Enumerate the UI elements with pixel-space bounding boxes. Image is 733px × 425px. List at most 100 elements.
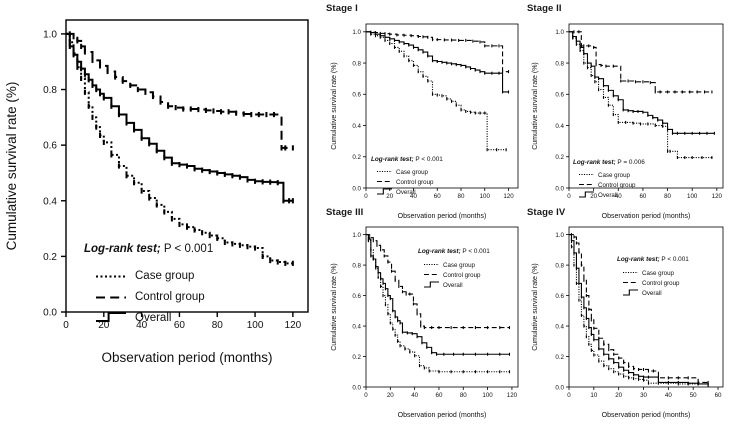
legend-item-overall: Overall — [443, 282, 463, 289]
main-ytick-label: 0.8 — [43, 85, 57, 96]
main-xtick-label: 80 — [212, 320, 224, 331]
panel-stage1: Stage I 0 20 40 60 80 100 120 0.0 0.2 0.4 0.6 0.8 1.… — [326, 0, 526, 226]
stage4-ytick-label: 0.8 — [555, 262, 564, 269]
stage2-curve-solid — [569, 31, 715, 134]
main-xtick-label: 120 — [285, 320, 302, 331]
stage2-xtick-label: 100 — [687, 193, 698, 200]
stage1-ytick-label: 0.0 — [352, 185, 361, 192]
panel-stage3: Stage III 0 20 40 60 80 100 120 0.0 0.2 0.4 0.6 0.8… — [326, 206, 526, 425]
panel-title-stage4: Stage IV — [527, 207, 566, 218]
main-logrank-annotation: Log-rank test; P < 0.001 — [84, 243, 213, 255]
stage1-xtick-label: 80 — [458, 193, 465, 200]
main-plot-frame — [65, 19, 309, 313]
legend-item-control-group: Control group — [443, 272, 481, 279]
stage1-ytick-label: 1.0 — [352, 29, 361, 36]
legend-key-overall-icon — [623, 289, 638, 296]
legend-item-overall: Overall — [396, 189, 416, 196]
legend-key-overall-icon — [96, 312, 126, 322]
stage4-logrank-annotation: Log-rank test; P < 0.001 — [617, 256, 689, 263]
stage4-ytick-label: 1.0 — [555, 232, 564, 239]
main-xtick-label: 40 — [136, 320, 148, 331]
stage4-ytick-label: 0.0 — [555, 384, 564, 391]
stage2-ytick-label: 0.6 — [555, 92, 564, 99]
panel-title-stage2: Stage II — [527, 3, 562, 14]
stage1-xtick-label: 120 — [503, 193, 514, 200]
stage3-ytick-label: 0.0 — [352, 384, 361, 391]
stage4-ytick-label: 0.2 — [555, 354, 564, 361]
stage1-xtick-label: 100 — [480, 193, 491, 200]
stage3-logrank-annotation: Log-rank test; P < 0.001 — [418, 248, 490, 255]
stage1-logrank-annotation: Log-rank test; P < 0.001 — [371, 156, 443, 163]
stage4-curve-solid — [569, 234, 709, 386]
stage2-xtick-label: 120 — [712, 193, 723, 200]
stage2-plot-svg: 0 20 40 60 80 100 120 0.0 0.2 0.4 0.6 0.8 1.0 Observa… — [532, 23, 724, 220]
stage4-ytick-label: 0.4 — [555, 323, 564, 330]
main-plot-area: 0 20 40 60 80 100 120 0.0 0.2 0.4 0.6 0.8 1.0 Observa… — [4, 19, 309, 365]
stage1-ytick-label: 0.6 — [352, 92, 361, 99]
stage1-xtick-label: 0 — [364, 193, 368, 200]
stage3-xtick-label: 40 — [411, 392, 418, 399]
legend-item-case-group: Case group — [598, 172, 631, 179]
legend-item-control-group: Control group — [396, 179, 434, 186]
stage2-ytick-label: 0.2 — [555, 154, 564, 161]
legend-item-control-group: Control group — [598, 182, 636, 189]
legend-item-overall: Overall — [642, 290, 662, 297]
stage4-curve-dotted — [569, 234, 709, 385]
panel-title-stage1: Stage I — [326, 3, 358, 14]
stage3-xtick-label: 0 — [364, 392, 368, 399]
stage2-xaxis-title: Observation period (months) — [602, 213, 691, 220]
stage4-plot-area: 0 10 20 30 40 50 60 0.0 0.2 0.4 0.6 0.8 1.0 Observati… — [532, 226, 724, 419]
stage4-ytick-label: 0.6 — [555, 293, 564, 300]
stage1-xaxis-title: Observation period (months) — [398, 213, 487, 220]
stage2-ytick-label: 0.8 — [555, 60, 564, 67]
stage3-yaxis-title: Cumulative survival rate (%) — [331, 263, 338, 351]
legend-item-overall: Overall — [135, 312, 171, 324]
stage2-curve-dotted — [569, 31, 712, 159]
stage3-curve-dotted — [366, 234, 510, 373]
stage4-xtick-label: 30 — [640, 392, 647, 399]
stage2-plot-area: 0 20 40 60 80 100 120 0.0 0.2 0.4 0.6 0.8 1.0 Observa… — [532, 23, 724, 220]
stage2-ytick-label: 0.4 — [555, 123, 564, 130]
stage2-ytick-label: 1.0 — [555, 29, 564, 36]
stage4-xtick-label: 40 — [665, 392, 672, 399]
main-xtick-label: 0 — [63, 320, 69, 331]
stage2-xtick-label: 80 — [664, 193, 671, 200]
stage4-curve-dashed — [569, 234, 709, 383]
stage3-xtick-label: 100 — [482, 392, 493, 399]
main-ytick-label: 0.2 — [43, 252, 57, 263]
stage3-xtick-label: 80 — [460, 392, 467, 399]
main-plot-svg: 0 20 40 60 80 100 120 0.0 0.2 0.4 0.6 0.8 1.0 Observa… — [4, 19, 309, 365]
stage3-xtick-label: 20 — [387, 392, 394, 399]
legend-key-overall-icon — [377, 188, 392, 195]
legend-key-overall-icon — [424, 281, 439, 288]
stage1-ytick-label: 0.2 — [352, 154, 361, 161]
stage4-xtick-label: 0 — [567, 392, 571, 399]
stage3-xtick-label: 120 — [507, 392, 518, 399]
stage3-curve-solid — [366, 234, 510, 355]
main-ytick-label: 0.4 — [43, 196, 57, 207]
main-ytick-label: 1.0 — [43, 30, 57, 41]
stage3-ytick-label: 0.4 — [352, 323, 361, 330]
stage1-ytick-label: 0.8 — [352, 60, 361, 67]
stage2-ytick-label: 0.0 — [555, 185, 564, 192]
stage4-xtick-label: 20 — [615, 392, 622, 399]
stage2-xtick-label: 20 — [590, 193, 597, 200]
stage1-yaxis-title: Cumulative survival rate (%) — [331, 62, 338, 150]
panel-main: 0 20 40 60 80 100 120 0.0 0.2 0.4 0.6 0.8 1.0 Observa… — [0, 6, 320, 376]
main-xaxis-title: Observation period (months) — [101, 350, 272, 365]
stage2-xtick-label: 0 — [567, 193, 571, 200]
stage4-xtick-label: 50 — [690, 392, 697, 399]
stage1-xtick-label: 40 — [410, 193, 417, 200]
legend-item-case-group: Case group — [135, 270, 194, 282]
stage1-plot-area: 0 20 40 60 80 100 120 0.0 0.2 0.4 0.6 0.8 1.0 Observa… — [331, 23, 519, 220]
legend-key-overall-icon — [579, 191, 594, 198]
panel-stage2: Stage II 0 20 40 60 80 100 120 0.0 0.2 0.4 0.6 0.8 1… — [527, 0, 731, 226]
stage4-plot-svg: 0 10 20 30 40 50 60 0.0 0.2 0.4 0.6 0.8 1.0 Observati… — [532, 226, 724, 419]
stage3-plot-svg: 0 20 40 60 80 100 120 0.0 0.2 0.4 0.6 0.8 1.0 Observa… — [331, 226, 519, 419]
stage3-xaxis-title: Observation period (months) — [398, 412, 487, 419]
stage4-xaxis-title: Observation period (months) — [602, 412, 691, 419]
stage1-plot-frame — [365, 23, 519, 189]
main-xtick-label: 60 — [174, 320, 186, 331]
legend-item-case-group: Case group — [642, 270, 675, 277]
stage4-plot-frame — [568, 226, 724, 388]
